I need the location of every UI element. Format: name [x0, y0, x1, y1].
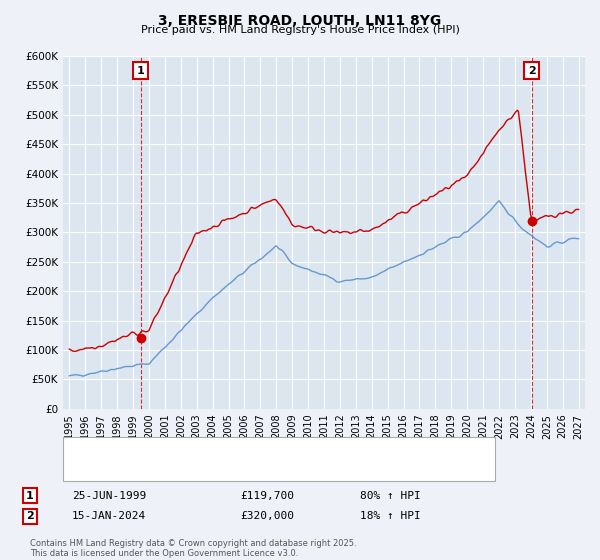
Text: Contains HM Land Registry data © Crown copyright and database right 2025.
This d: Contains HM Land Registry data © Crown c… — [30, 539, 356, 558]
Text: 3, ERESBIE ROAD, LOUTH, LN11 8YG: 3, ERESBIE ROAD, LOUTH, LN11 8YG — [158, 14, 442, 28]
Text: £119,700: £119,700 — [240, 491, 294, 501]
Text: 80% ↑ HPI: 80% ↑ HPI — [360, 491, 421, 501]
Text: HPI: Average price, detached house, East Lindsey: HPI: Average price, detached house, East… — [99, 459, 358, 469]
Text: £320,000: £320,000 — [240, 511, 294, 521]
Text: ─────: ───── — [69, 459, 103, 469]
Text: 1: 1 — [137, 66, 145, 76]
Text: 2: 2 — [26, 511, 34, 521]
Text: 15-JAN-2024: 15-JAN-2024 — [72, 511, 146, 521]
Text: 18% ↑ HPI: 18% ↑ HPI — [360, 511, 421, 521]
Text: 1: 1 — [26, 491, 34, 501]
Text: 25-JUN-1999: 25-JUN-1999 — [72, 491, 146, 501]
Text: 3, ERESBIE ROAD, LOUTH, LN11 8YG (detached house): 3, ERESBIE ROAD, LOUTH, LN11 8YG (detach… — [99, 446, 383, 456]
Text: 2: 2 — [527, 66, 535, 76]
Text: Price paid vs. HM Land Registry's House Price Index (HPI): Price paid vs. HM Land Registry's House … — [140, 25, 460, 35]
Text: ─────: ───── — [69, 446, 103, 456]
